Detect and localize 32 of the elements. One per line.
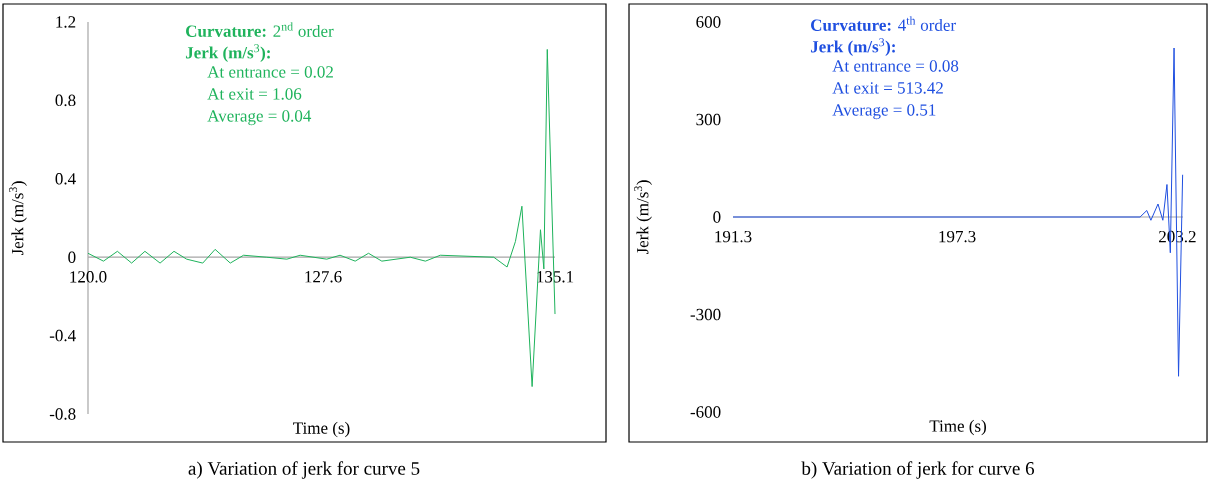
annotation: At exit = 513.42 <box>832 82 943 94</box>
y-tick-label: 300 <box>696 113 721 126</box>
annotation: Jerk (m/s$^{3}$): <box>185 44 270 62</box>
y-tick-label: 600 <box>696 16 721 28</box>
y-axis-title: Jerk (m/s$^{3}$) <box>634 180 652 255</box>
annotation: Average = 0.04 <box>207 110 312 126</box>
y-tick-label: 0 <box>713 211 721 223</box>
y-tick-label: 0.8 <box>55 94 76 107</box>
annotation: Average = 0.51 <box>832 104 936 120</box>
annotation: At entrance = 0.08 <box>832 60 959 72</box>
y-tick-label: 0.4 <box>55 173 76 185</box>
y-tick-label: -0.8 <box>49 408 76 420</box>
x-tick-label: 191.3 <box>715 230 752 243</box>
annotation: Curvature: 4$^{th}$ order <box>811 16 956 31</box>
y-tick-label: -0.4 <box>49 329 76 342</box>
text: a) Variation of jerk for curve 5 <box>188 461 420 479</box>
x-axis-title: Time (s) <box>929 419 986 436</box>
x-tick-label: 135.1 <box>537 271 574 283</box>
x-tick-label: 197.3 <box>939 230 976 243</box>
y-tick-label: 0 <box>68 251 76 263</box>
annotation: Jerk (m/s$^{3}$): <box>810 38 895 56</box>
x-tick-label: 120.0 <box>70 271 107 283</box>
annotation: At exit = 1.06 <box>207 88 302 100</box>
y-tick-label: -600 <box>690 406 721 418</box>
annotation: At entrance = 0.02 <box>207 66 333 78</box>
y-axis-title: Jerk (m/s$^{3}$) <box>9 181 27 256</box>
text: b) Variation of jerk for curve 6 <box>801 461 1035 479</box>
y-tick-label: 1.2 <box>56 16 76 28</box>
x-axis-title: Time (s) <box>293 421 350 438</box>
x-tick-label: 127.6 <box>305 271 342 283</box>
annotation: Curvature: 2$^{nd}$ order <box>186 22 334 37</box>
y-tick-label: -300 <box>690 308 721 321</box>
